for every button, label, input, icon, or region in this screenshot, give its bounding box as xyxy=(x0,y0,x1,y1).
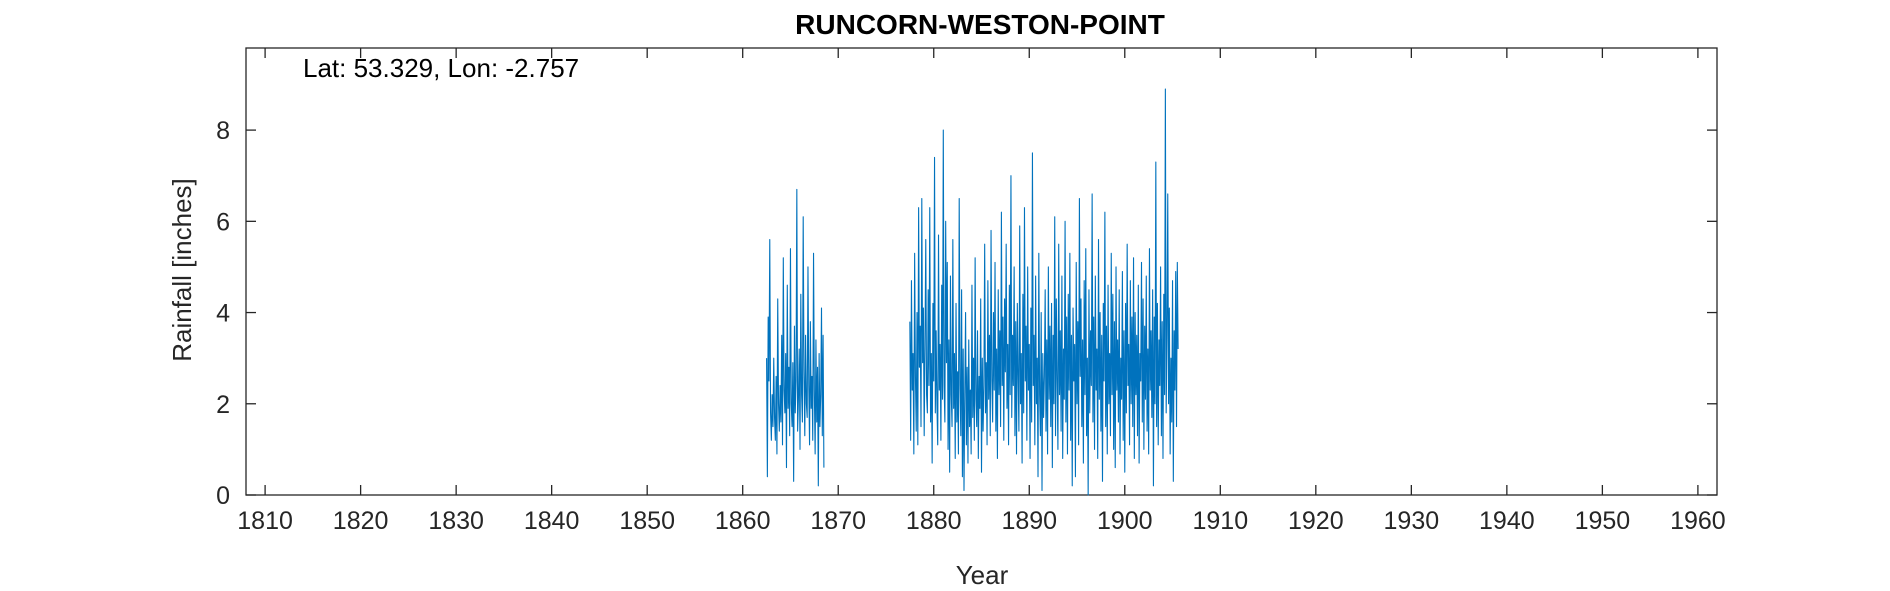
y-tick-label: 8 xyxy=(216,117,230,145)
axis-ticks xyxy=(246,48,1717,496)
x-tick-label: 1930 xyxy=(1384,507,1440,535)
x-tick-label: 1960 xyxy=(1670,507,1726,535)
rainfall-series-line xyxy=(766,188,825,487)
y-tick-label: 6 xyxy=(216,208,230,236)
x-tick-label: 1870 xyxy=(810,507,866,535)
plot-area xyxy=(766,88,1179,496)
location-annotation: Lat: 53.329, Lon: -2.757 xyxy=(303,53,579,83)
x-tick-label: 1880 xyxy=(906,507,962,535)
x-tick-label: 1830 xyxy=(428,507,484,535)
x-axis-label: Year xyxy=(956,560,1009,590)
x-tick-label: 1900 xyxy=(1097,507,1153,535)
x-tick-label: 1950 xyxy=(1575,507,1631,535)
y-axis-label: Rainfall [inches] xyxy=(167,178,197,362)
y-tick-label: 4 xyxy=(216,300,230,328)
x-tick-label: 1890 xyxy=(1001,507,1057,535)
x-tick-label: 1820 xyxy=(333,507,389,535)
x-tick-label: 1840 xyxy=(524,507,580,535)
x-tick-label: 1910 xyxy=(1192,507,1248,535)
plot-frame xyxy=(245,47,1718,496)
x-tick-label: 1940 xyxy=(1479,507,1535,535)
x-tick-label: 1920 xyxy=(1288,507,1344,535)
x-tick-label: 1850 xyxy=(619,507,675,535)
x-tick-label: 1860 xyxy=(715,507,771,535)
y-tick-label: 2 xyxy=(216,391,230,419)
chart-title: RUNCORN-WESTON-POINT xyxy=(795,9,1165,40)
y-tick-labels: 0 2 4 6 8 xyxy=(216,117,230,510)
x-tick-labels: 1810 1820 1830 1840 1850 1860 1870 1880 1890 1900… xyxy=(237,507,1725,535)
rainfall-series-line xyxy=(909,88,1179,496)
y-tick-label: 0 xyxy=(216,482,230,510)
x-tick-label: 1810 xyxy=(237,507,293,535)
